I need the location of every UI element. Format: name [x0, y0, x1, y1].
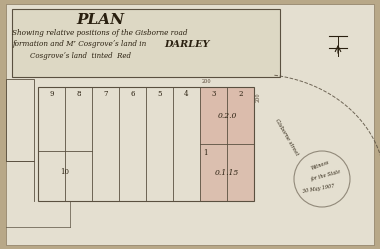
Bar	[200, 144, 254, 201]
Text: Showing relative positions of the Gisborne road: Showing relative positions of the Gisbor…	[12, 29, 188, 37]
Text: 3: 3	[211, 90, 216, 98]
Text: 2: 2	[238, 90, 243, 98]
Text: 9: 9	[49, 90, 54, 98]
Text: Witness: Witness	[310, 159, 330, 171]
Text: 8: 8	[76, 90, 81, 98]
Text: 200: 200	[256, 92, 261, 102]
Text: 0.2.0: 0.2.0	[217, 112, 237, 120]
Bar	[38, 87, 254, 201]
Text: Gisborne street: Gisborne street	[274, 118, 299, 156]
Bar	[12, 9, 280, 77]
Text: 200: 200	[202, 79, 212, 84]
Bar	[200, 87, 254, 144]
Bar	[6, 79, 34, 161]
Text: 30 May 1907: 30 May 1907	[302, 184, 336, 194]
Text: 10: 10	[60, 168, 70, 176]
Text: 0.1.15: 0.1.15	[215, 169, 239, 177]
Text: 7: 7	[103, 90, 108, 98]
Text: 1: 1	[203, 149, 207, 157]
Text: 6: 6	[130, 90, 135, 98]
Text: 4: 4	[184, 90, 189, 98]
Text: PLAN: PLAN	[76, 13, 124, 27]
Text: Cosgroveʼs land  tinted  Red: Cosgroveʼs land tinted Red	[30, 52, 130, 60]
Text: 5: 5	[157, 90, 162, 98]
Text: for the State: for the State	[310, 170, 342, 183]
Text: DARLEY: DARLEY	[164, 40, 210, 49]
Text: formation and Mʳ Cosgroveʼs land in: formation and Mʳ Cosgroveʼs land in	[13, 40, 147, 48]
